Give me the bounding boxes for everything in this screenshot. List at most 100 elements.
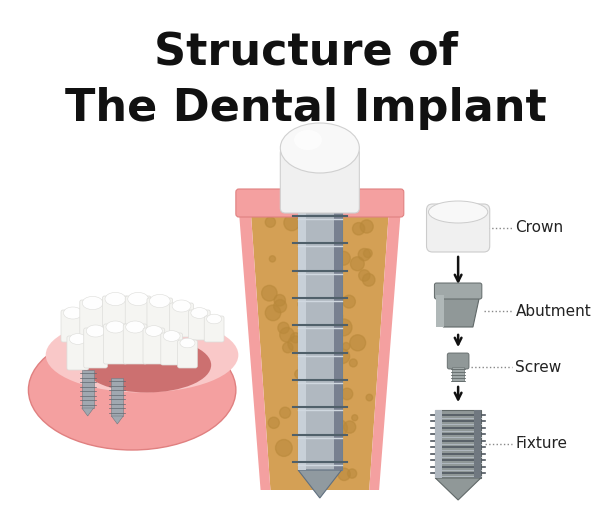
Circle shape: [337, 251, 350, 265]
Circle shape: [261, 285, 277, 301]
FancyBboxPatch shape: [143, 328, 165, 364]
Circle shape: [310, 307, 326, 323]
Circle shape: [335, 349, 349, 364]
FancyBboxPatch shape: [102, 296, 128, 336]
FancyBboxPatch shape: [280, 148, 359, 213]
Ellipse shape: [46, 317, 238, 393]
Polygon shape: [239, 210, 271, 490]
Circle shape: [280, 328, 294, 342]
Text: The Dental Implant: The Dental Implant: [65, 87, 547, 130]
Bar: [298, 208, 306, 470]
Circle shape: [308, 337, 315, 344]
Circle shape: [352, 415, 358, 421]
Ellipse shape: [172, 300, 191, 312]
Circle shape: [353, 223, 365, 235]
Circle shape: [284, 215, 300, 231]
Bar: [82, 370, 94, 408]
Ellipse shape: [106, 321, 125, 333]
Ellipse shape: [125, 321, 144, 333]
Circle shape: [283, 343, 293, 353]
FancyBboxPatch shape: [161, 333, 182, 365]
Circle shape: [269, 255, 275, 262]
Ellipse shape: [86, 325, 105, 337]
Circle shape: [330, 419, 348, 437]
FancyBboxPatch shape: [123, 324, 147, 364]
FancyBboxPatch shape: [84, 328, 108, 368]
Circle shape: [288, 336, 303, 351]
FancyBboxPatch shape: [236, 189, 404, 217]
Text: Crown: Crown: [515, 221, 564, 236]
Circle shape: [320, 257, 335, 272]
FancyBboxPatch shape: [80, 300, 105, 338]
Circle shape: [351, 257, 364, 271]
Ellipse shape: [82, 296, 103, 310]
Circle shape: [265, 217, 275, 227]
Ellipse shape: [146, 326, 162, 336]
Ellipse shape: [294, 130, 322, 150]
Circle shape: [268, 417, 279, 429]
Circle shape: [291, 333, 300, 343]
Bar: [111, 378, 123, 416]
Ellipse shape: [105, 292, 125, 306]
Bar: [435, 410, 442, 478]
Ellipse shape: [207, 314, 222, 324]
Circle shape: [274, 300, 286, 313]
Bar: [474, 410, 481, 478]
FancyBboxPatch shape: [435, 283, 482, 299]
Circle shape: [278, 322, 289, 333]
Circle shape: [315, 234, 324, 243]
Polygon shape: [82, 408, 94, 416]
Circle shape: [307, 414, 324, 431]
FancyBboxPatch shape: [188, 310, 210, 340]
Circle shape: [358, 248, 370, 261]
Bar: [452, 367, 464, 381]
FancyBboxPatch shape: [103, 324, 127, 364]
FancyBboxPatch shape: [61, 310, 84, 342]
Circle shape: [338, 468, 350, 480]
Circle shape: [342, 343, 350, 350]
FancyBboxPatch shape: [170, 303, 193, 337]
Polygon shape: [435, 478, 481, 500]
Bar: [298, 208, 341, 470]
Circle shape: [333, 250, 341, 259]
Circle shape: [349, 335, 365, 351]
Ellipse shape: [83, 337, 211, 393]
Circle shape: [343, 295, 356, 308]
Circle shape: [335, 319, 352, 336]
FancyBboxPatch shape: [204, 316, 224, 342]
Ellipse shape: [69, 334, 86, 345]
Ellipse shape: [280, 123, 359, 173]
Ellipse shape: [191, 308, 207, 318]
FancyBboxPatch shape: [125, 296, 151, 336]
Circle shape: [298, 300, 308, 309]
Circle shape: [312, 389, 327, 404]
Circle shape: [280, 407, 291, 418]
Circle shape: [295, 370, 304, 378]
Ellipse shape: [149, 294, 170, 308]
Ellipse shape: [64, 307, 82, 319]
Circle shape: [341, 388, 353, 400]
Circle shape: [305, 369, 319, 383]
Bar: [334, 208, 341, 470]
Polygon shape: [369, 210, 401, 490]
Ellipse shape: [128, 292, 148, 306]
FancyBboxPatch shape: [67, 336, 89, 370]
Circle shape: [317, 396, 328, 407]
Circle shape: [366, 394, 373, 401]
Text: Structure of: Structure of: [154, 31, 458, 74]
Ellipse shape: [28, 330, 236, 450]
Circle shape: [344, 421, 356, 433]
Circle shape: [364, 249, 372, 258]
Circle shape: [349, 359, 357, 367]
Ellipse shape: [163, 331, 180, 342]
Circle shape: [275, 439, 292, 456]
Polygon shape: [298, 470, 341, 498]
Circle shape: [360, 220, 373, 233]
FancyBboxPatch shape: [427, 204, 490, 252]
Circle shape: [331, 311, 343, 322]
Bar: [436, 295, 444, 327]
Bar: [435, 410, 481, 478]
Circle shape: [306, 379, 318, 391]
FancyBboxPatch shape: [447, 353, 469, 369]
Circle shape: [348, 469, 357, 478]
